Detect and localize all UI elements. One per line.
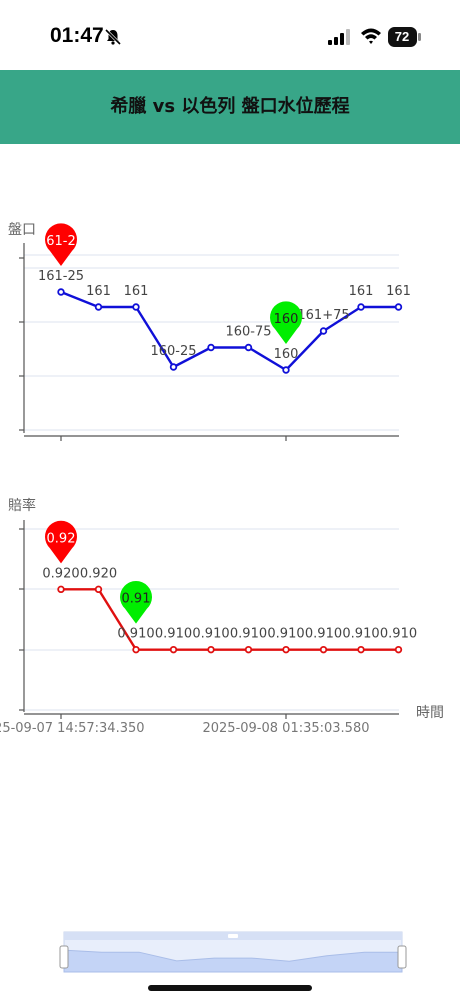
x-axis-label: 時間 [416, 705, 444, 721]
data-label: 0.910 [380, 627, 417, 642]
data-label: 0.910 [342, 627, 379, 642]
zoom-handle-right[interactable] [397, 945, 407, 969]
signal-icon [328, 29, 350, 45]
data-point [394, 303, 403, 311]
data-point [94, 585, 103, 594]
bell-slash-icon [104, 28, 122, 46]
data-point [207, 343, 215, 352]
page-title: 希臘 vs 以色列 盤口水位歷程 [110, 96, 350, 117]
data-label: 161 [86, 284, 111, 299]
marker-label: 161-25 [38, 234, 84, 249]
marker-pin [120, 581, 153, 624]
data-point [394, 645, 403, 654]
status-time: 01:47 [50, 24, 104, 47]
data-label: 0.910 [230, 627, 267, 642]
data-point [132, 303, 140, 311]
data-point [57, 585, 65, 594]
data-label: 0.910 [155, 627, 192, 642]
data-point [319, 327, 328, 335]
data-point [169, 645, 178, 654]
data-point [282, 366, 290, 374]
data-label: 161 [386, 284, 411, 299]
data-point [244, 645, 253, 654]
data-point [244, 343, 253, 352]
data-point [207, 645, 215, 654]
marker-label: 0.91 [122, 592, 151, 607]
data-label: 0.910 [305, 627, 342, 642]
data-point [282, 645, 290, 654]
home-indicator [148, 985, 312, 991]
data-label: 160-25 [150, 344, 196, 359]
data-label: 160-75 [225, 325, 271, 340]
data-point [169, 363, 178, 371]
marker-pin [270, 301, 302, 344]
data-label: 0.910 [192, 627, 229, 642]
status-bar: 01:47 72 [0, 0, 460, 70]
data-label: 160 [274, 347, 299, 362]
y-axis-label: 盤口 [8, 222, 36, 238]
data-point [357, 645, 365, 654]
marker-label: 0.92 [47, 531, 76, 546]
data-label: 161 [349, 284, 374, 299]
data-label: 0.910 [267, 627, 304, 642]
header-bar: 希臘 vs 以色列 盤口水位歷程 [0, 70, 460, 144]
battery-level: 72 [394, 29, 410, 44]
zoom-slider-grip [228, 934, 238, 938]
data-point [57, 288, 65, 296]
data-label: 0.920 [42, 566, 79, 581]
data-label: 161+75 [297, 308, 349, 323]
data-label: 161 [124, 284, 149, 299]
y-axis-label: 賠率 [8, 497, 36, 514]
marker-pin [45, 520, 77, 564]
data-point [357, 303, 365, 311]
x-tick-label: 2025-09-08 01:35:03.580 [202, 721, 369, 736]
battery-icon [388, 27, 421, 47]
data-label: 0.910 [117, 627, 154, 642]
marker-label: 160 [274, 312, 299, 327]
data-point [319, 645, 328, 654]
marker-pin [45, 223, 77, 266]
series-line [61, 588, 399, 651]
data-point [94, 303, 103, 311]
wifi-icon [361, 28, 381, 44]
x-tick-label: 2025-09-07 14:57:34.350 [0, 721, 145, 736]
series-line [60, 290, 399, 372]
data-point [132, 645, 140, 654]
data-label: 0.920 [80, 566, 117, 581]
data-label: 161-25 [38, 269, 84, 284]
zoom-handle-left[interactable] [59, 945, 69, 969]
